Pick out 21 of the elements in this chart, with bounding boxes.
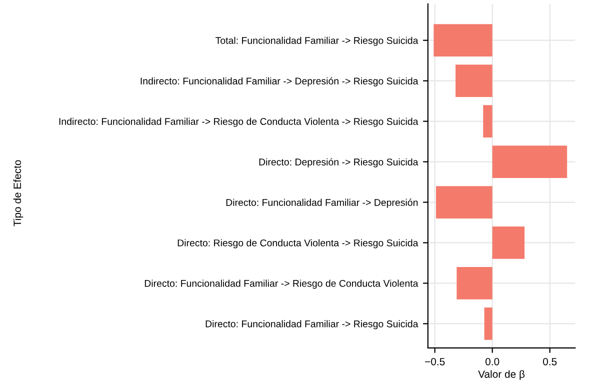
y-tick-label: Directo: Riesgo de Conducta Violenta -> Riesgo Suicida — [178, 239, 418, 248]
bar — [456, 267, 492, 300]
x-tick-label: 0.5 — [543, 358, 557, 366]
y-axis-title: Tipo de Efecto — [13, 160, 24, 226]
bar — [434, 24, 492, 57]
y-tick-label: Directo: Depresión -> Riesgo Suicida — [259, 158, 418, 168]
bar — [492, 226, 525, 259]
y-tick-label: Directo: Funcionalidad Familiar -> Riesgo Suicida — [206, 320, 418, 330]
y-tick-label: Indirecto: Funcionalidad Familiar -> Riesgo de Conducta Violenta -> Riesgo Suicida — [59, 118, 418, 127]
y-tick-label: Directo: Funcionalidad Familiar -> Depresión — [226, 198, 418, 208]
x-axis-title: Valor de β — [478, 370, 525, 380]
bar — [456, 64, 492, 98]
x-tick-label: −0.5 — [425, 358, 445, 366]
y-tick-label: Directo: Funcionalidad Familiar -> Riesgo de Conducta Violenta — [144, 280, 418, 289]
bar — [436, 186, 492, 218]
bar — [484, 308, 492, 340]
y-tick-label: Indirecto: Funcionalidad Familiar -> Depresión -> Riesgo Suicida — [140, 77, 418, 86]
x-tick-label: 0.0 — [486, 358, 500, 366]
bar — [492, 146, 568, 178]
y-tick-label: Total: Funcionalidad Familiar -> Riesgo Suicida — [216, 36, 418, 46]
bar — [483, 105, 492, 138]
